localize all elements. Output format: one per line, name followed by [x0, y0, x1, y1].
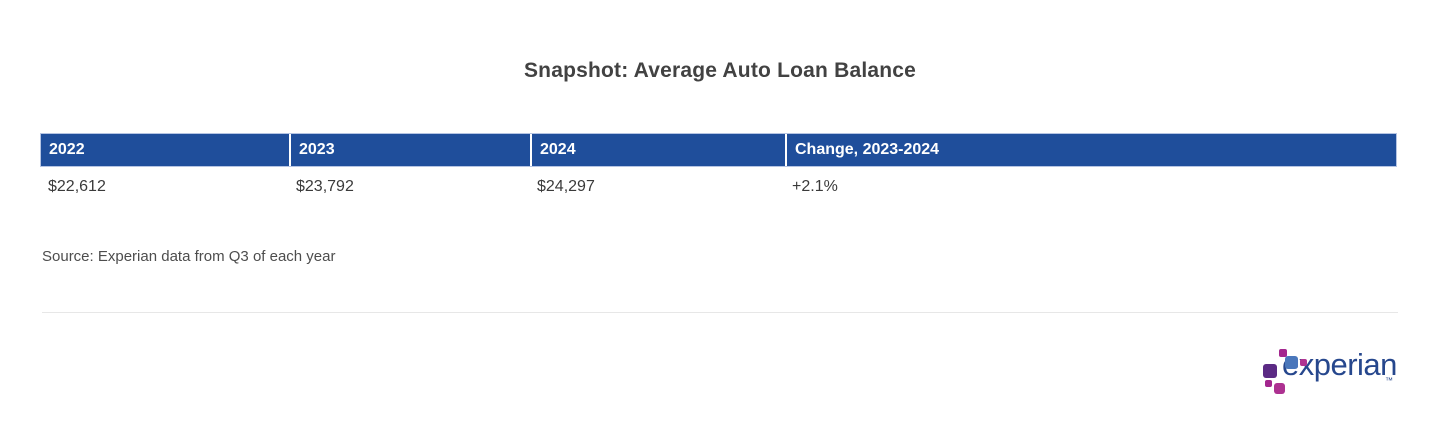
experian-wordmark: experian [1282, 347, 1397, 382]
auto-loan-balance-table: 2022 2023 2024 Change, 2023-2024 $22,612… [40, 133, 1397, 196]
column-header-2022: 2022 [49, 141, 85, 158]
experian-logo-square-magenta-right [1300, 359, 1307, 366]
column-header-2023: 2023 [289, 134, 530, 166]
source-note: Source: Experian data from Q3 of each ye… [42, 248, 336, 265]
cell-2023-balance: $23,792 [296, 178, 354, 195]
cell-change-percent: +2.1% [792, 178, 838, 195]
trademark-symbol: ™ [1385, 376, 1393, 385]
experian-logo-square-blue [1285, 356, 1298, 369]
table-header-row: 2022 2023 2024 Change, 2023-2024 [40, 133, 1397, 167]
table-row: $22,612 $23,792 $24,297 +2.1% [40, 167, 1397, 196]
experian-logo-square-magenta-bottom [1274, 383, 1285, 394]
experian-logo-square-magenta-top [1279, 349, 1287, 357]
experian-logo-square-purple [1263, 364, 1277, 378]
cell-2024-balance: $24,297 [537, 178, 595, 195]
column-header-2024: 2024 [530, 134, 785, 166]
experian-logo-square-magenta-lower [1265, 380, 1272, 387]
divider-line [42, 312, 1398, 313]
experian-logo: experian ™ [1258, 339, 1398, 401]
cell-2022-balance: $22,612 [48, 178, 106, 195]
page-title: Snapshot: Average Auto Loan Balance [523, 59, 917, 82]
column-header-change: Change, 2023-2024 [785, 134, 1396, 166]
